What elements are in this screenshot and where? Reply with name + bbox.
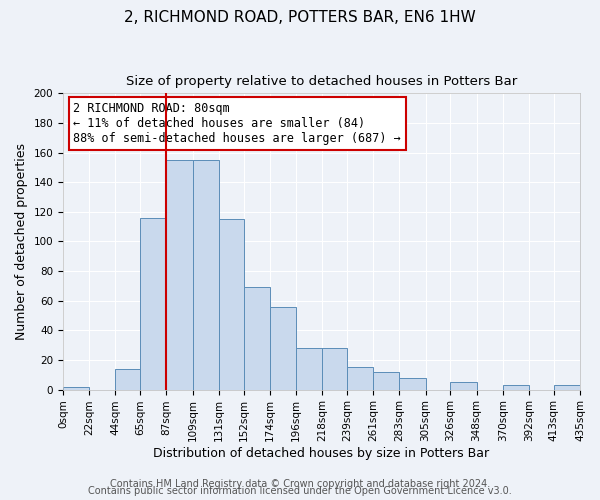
Bar: [503, 385, 529, 390]
Text: Contains HM Land Registry data © Crown copyright and database right 2024.: Contains HM Land Registry data © Crown c…: [110, 479, 490, 489]
Bar: [296, 348, 322, 390]
Text: 2 RICHMOND ROAD: 80sqm
← 11% of detached houses are smaller (84)
88% of semi-det: 2 RICHMOND ROAD: 80sqm ← 11% of detached…: [73, 102, 401, 145]
Bar: [451, 382, 476, 390]
Bar: [347, 368, 373, 390]
Bar: [140, 218, 166, 390]
Bar: [322, 348, 347, 390]
Bar: [115, 369, 140, 390]
Bar: [270, 306, 296, 390]
Bar: [193, 160, 219, 390]
Text: 2, RICHMOND ROAD, POTTERS BAR, EN6 1HW: 2, RICHMOND ROAD, POTTERS BAR, EN6 1HW: [124, 10, 476, 25]
Y-axis label: Number of detached properties: Number of detached properties: [15, 143, 28, 340]
Bar: [373, 372, 400, 390]
Bar: [400, 378, 425, 390]
Bar: [166, 160, 193, 390]
Bar: [554, 385, 580, 390]
Bar: [244, 288, 270, 390]
Bar: [219, 219, 244, 390]
Bar: [63, 386, 89, 390]
Text: Contains public sector information licensed under the Open Government Licence v3: Contains public sector information licen…: [88, 486, 512, 496]
X-axis label: Distribution of detached houses by size in Potters Bar: Distribution of detached houses by size …: [154, 447, 490, 460]
Title: Size of property relative to detached houses in Potters Bar: Size of property relative to detached ho…: [126, 75, 517, 88]
